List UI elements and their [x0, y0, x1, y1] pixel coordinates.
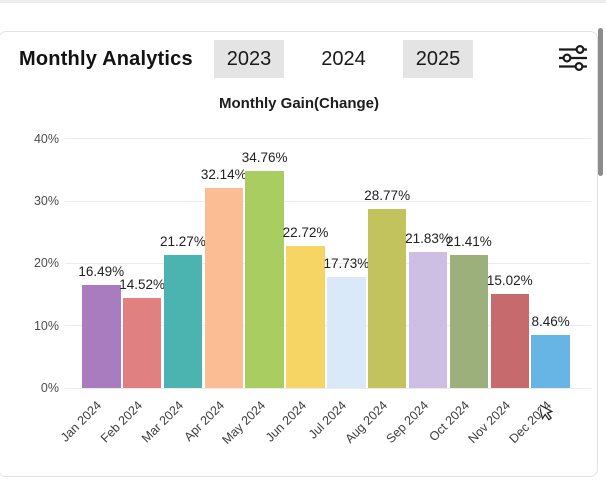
bar-aug-2024[interactable] — [367, 208, 407, 388]
card-header: Monthly Analytics 2023 2024 2025 — [0, 31, 598, 87]
gridline-30% — [65, 200, 591, 202]
bar-nov-2024[interactable] — [490, 294, 529, 388]
y-axis-tick-label: 20% — [33, 256, 59, 271]
bar-dec-2024[interactable] — [531, 335, 570, 388]
bar-apr-2024[interactable] — [204, 187, 244, 388]
sliders-icon — [557, 44, 589, 75]
bar-value-label: 32.14% — [200, 166, 247, 182]
bar-jun-2024[interactable] — [286, 246, 325, 388]
page-top-divider — [0, 0, 606, 3]
page-title: Monthly Analytics — [19, 47, 193, 70]
bar-value-label: 22.72% — [282, 225, 329, 241]
bar-sep-2024[interactable] — [408, 251, 448, 388]
bar-feb-2024[interactable] — [122, 297, 162, 388]
bar-jul-2024[interactable] — [327, 277, 366, 388]
bar-value-label: 8.46% — [531, 314, 570, 330]
vertical-scrollbar-thumb[interactable] — [598, 28, 603, 176]
bar-value-label: 34.76% — [241, 150, 288, 166]
year-button-group: 2023 2024 2025 — [213, 40, 474, 78]
bar-value-label: 21.27% — [160, 234, 206, 250]
bar-jan-2024[interactable] — [82, 285, 121, 388]
bar-value-label: 16.49% — [78, 264, 125, 280]
bar-value-label: 21.83% — [405, 230, 451, 246]
year-button-2024[interactable]: 2024 — [308, 40, 379, 78]
bar-value-label: 17.73% — [323, 256, 370, 272]
bar-value-label: 21.41% — [445, 233, 492, 249]
y-axis-tick-label: 0% — [40, 381, 59, 395]
bar-value-label: 28.77% — [364, 187, 411, 203]
bar-may-2024[interactable] — [245, 171, 284, 388]
y-axis-tick-label: 10% — [33, 318, 59, 333]
chart-title: Monthly Gain(Change) — [219, 95, 379, 112]
bar-value-label: 14.52% — [119, 276, 165, 292]
y-axis-tick-label: 30% — [33, 194, 59, 209]
gridline-0% — [65, 387, 591, 389]
year-button-2025[interactable]: 2025 — [402, 40, 474, 78]
gridline-20% — [65, 262, 591, 264]
y-axis-tick-label: 40% — [33, 131, 59, 146]
bar-oct-2024[interactable] — [449, 254, 489, 388]
bar-mar-2024[interactable] — [163, 255, 203, 388]
year-button-2023[interactable]: 2023 — [213, 40, 285, 78]
filter-settings-button[interactable] — [556, 44, 590, 74]
bar-value-label: 15.02% — [486, 273, 533, 289]
gridline-40% — [65, 138, 591, 140]
